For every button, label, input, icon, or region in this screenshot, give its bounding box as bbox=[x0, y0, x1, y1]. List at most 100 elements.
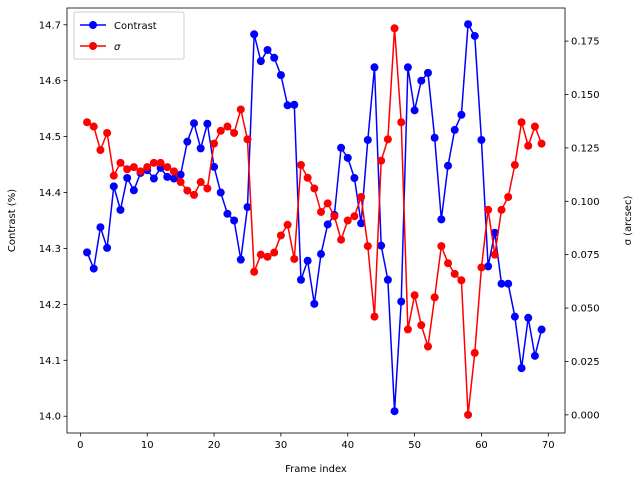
sigma-point bbox=[176, 178, 185, 187]
x-tick-label: 20 bbox=[208, 440, 221, 451]
contrast-point bbox=[223, 209, 232, 218]
sigma-point bbox=[477, 263, 486, 272]
sigma-point bbox=[296, 160, 305, 169]
sigma-point bbox=[464, 410, 473, 419]
contrast-point bbox=[437, 215, 446, 224]
y-right-tick-label: 0.150 bbox=[571, 90, 600, 101]
sigma-point bbox=[283, 220, 292, 229]
contrast-point bbox=[303, 256, 312, 265]
contrast-point bbox=[477, 135, 486, 144]
sigma-point bbox=[156, 158, 165, 167]
sigma-point bbox=[450, 269, 459, 278]
sigma-point bbox=[437, 242, 446, 251]
sigma-point bbox=[230, 128, 239, 137]
contrast-point bbox=[216, 188, 225, 197]
legend-label-contrast: Contrast bbox=[114, 21, 157, 32]
legend-box bbox=[73, 11, 185, 60]
contrast-point bbox=[410, 106, 419, 115]
y-left-tick-label: 14.5 bbox=[39, 132, 61, 143]
legend-label-sigma: σ bbox=[114, 42, 121, 53]
contrast-point bbox=[83, 248, 92, 257]
contrast-point bbox=[390, 407, 399, 416]
y-left-tick-label: 14.2 bbox=[39, 300, 61, 311]
contrast-point bbox=[524, 313, 533, 322]
contrast-point bbox=[263, 45, 272, 54]
sigma-point bbox=[330, 212, 339, 221]
sigma-point bbox=[303, 173, 312, 182]
contrast-point bbox=[283, 101, 292, 110]
contrast-point bbox=[116, 205, 125, 214]
contrast-point bbox=[123, 174, 132, 182]
sigma-point bbox=[537, 139, 546, 148]
y-axis-left-label: Contrast (%) bbox=[7, 189, 18, 252]
contrast-point bbox=[103, 243, 112, 252]
contrast-point bbox=[270, 53, 279, 62]
sigma-point bbox=[457, 276, 466, 285]
contrast-point bbox=[537, 325, 546, 334]
contrast-point bbox=[290, 100, 299, 109]
contrast-point bbox=[210, 162, 219, 171]
contrast-point bbox=[230, 216, 239, 225]
sigma-point bbox=[190, 190, 199, 199]
sigma-point bbox=[116, 158, 125, 167]
contrast-point bbox=[243, 203, 252, 212]
legend-marker-contrast bbox=[89, 21, 97, 29]
contrast-point bbox=[497, 279, 506, 288]
contrast-point bbox=[196, 144, 205, 153]
sigma-point bbox=[143, 163, 152, 172]
contrast-point bbox=[530, 351, 539, 360]
x-tick-label: 40 bbox=[341, 440, 354, 451]
sigma-point bbox=[524, 141, 533, 150]
axes-frame bbox=[66, 7, 566, 434]
contrast-point bbox=[510, 312, 519, 321]
contrast-point bbox=[383, 275, 392, 284]
contrast-point bbox=[470, 31, 479, 40]
y-left-tick-label: 14.3 bbox=[39, 244, 61, 255]
sigma-point bbox=[423, 342, 432, 351]
contrast-point bbox=[350, 174, 359, 182]
sigma-point bbox=[109, 171, 118, 180]
x-tick-label: 30 bbox=[275, 440, 288, 451]
contrast-point bbox=[370, 63, 379, 72]
sigma-point bbox=[103, 128, 112, 137]
sigma-point bbox=[417, 321, 426, 330]
y-right-tick-label: 0.125 bbox=[571, 143, 600, 154]
sigma-point bbox=[263, 252, 272, 261]
contrast-point bbox=[430, 133, 439, 142]
legend-marker-sigma bbox=[89, 42, 97, 50]
sigma-point bbox=[136, 167, 145, 176]
sigma-point bbox=[83, 118, 92, 127]
sigma-point bbox=[410, 291, 419, 300]
contrast-point bbox=[517, 364, 526, 373]
contrast-point bbox=[149, 174, 158, 183]
sigma-point bbox=[497, 205, 506, 214]
y-right-tick-label: 0.075 bbox=[571, 250, 600, 261]
sigma-point bbox=[276, 231, 285, 240]
plot-area bbox=[83, 20, 546, 419]
contrast-point bbox=[89, 264, 98, 273]
sigma-point bbox=[89, 122, 98, 131]
contrast-point bbox=[403, 63, 412, 72]
sigma-point bbox=[363, 242, 372, 251]
sigma-point bbox=[470, 348, 479, 357]
sigma-point bbox=[390, 24, 399, 33]
sigma-point bbox=[270, 248, 279, 257]
y-right-tick-label: 0.025 bbox=[571, 357, 600, 368]
sigma-point bbox=[250, 267, 259, 276]
sigma-point bbox=[196, 178, 205, 187]
axes: 0 10 20 30 40 50 60 70 14.0 14.1 14.2 14.3 14.4 14.5 1… bbox=[39, 7, 600, 451]
contrast-point bbox=[310, 299, 319, 308]
contrast-point bbox=[203, 119, 212, 128]
sigma-point bbox=[444, 259, 453, 268]
sigma-point bbox=[203, 184, 212, 193]
contrast-point bbox=[450, 125, 459, 134]
contrast-point bbox=[190, 119, 199, 128]
sigma-point bbox=[357, 193, 366, 202]
contrast-point bbox=[296, 275, 305, 284]
sigma-point bbox=[256, 250, 265, 259]
sigma-point bbox=[223, 122, 232, 131]
sigma-point bbox=[149, 158, 158, 167]
y-right-tick-label: 0.175 bbox=[571, 37, 600, 48]
